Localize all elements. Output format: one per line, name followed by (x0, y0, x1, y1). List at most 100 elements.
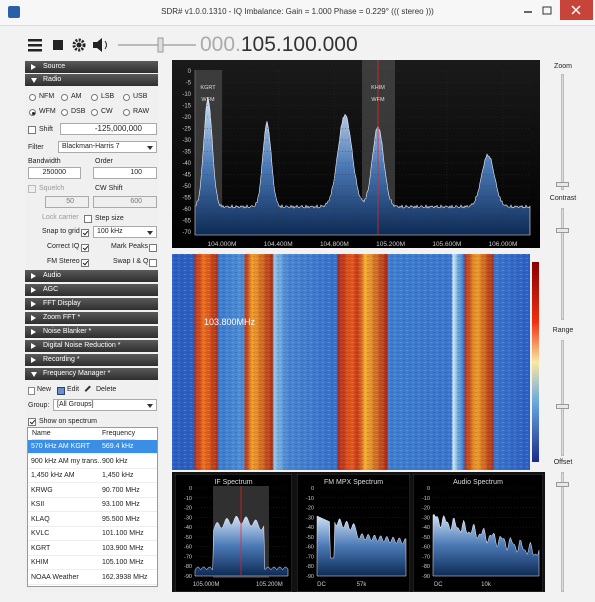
checkbox[interactable] (28, 185, 36, 193)
section-header[interactable]: FFT Display (25, 298, 158, 310)
delete-icon (85, 386, 95, 396)
section-header[interactable]: AGC (25, 284, 158, 296)
mode-radio[interactable] (61, 94, 68, 101)
y-tick-label: 0 (311, 486, 314, 492)
filter-dropdown[interactable]: Blackman-Harris 7 (58, 141, 157, 153)
table-cell[interactable]: 162.3938 MHz (102, 573, 148, 583)
section-header[interactable]: Source (25, 61, 158, 73)
slider-track[interactable] (561, 74, 564, 190)
row-separator (28, 468, 157, 469)
step-size-dropdown[interactable]: 100 kHz (93, 226, 157, 238)
slider-track[interactable] (561, 472, 564, 592)
table-cell[interactable]: 105.100 MHz (102, 558, 144, 568)
y-tick-label: -30 (184, 515, 192, 521)
table-cell[interactable]: KGRT (31, 544, 50, 554)
section-header[interactable]: Recording * (25, 354, 158, 366)
checkbox[interactable] (149, 244, 157, 252)
table-cell[interactable]: 90.700 MHz (102, 486, 140, 496)
checkbox[interactable] (84, 215, 92, 223)
slider-thumb[interactable] (556, 404, 569, 409)
table-cell[interactable]: 95.500 MHz (102, 515, 140, 525)
table-cell[interactable]: NOAA Weather (31, 573, 79, 583)
y-tick-label: -30 (306, 515, 314, 521)
order-input[interactable]: 100 (93, 167, 157, 179)
checkbox-label: Squelch (39, 184, 64, 194)
y-tick-label: -70 (184, 554, 192, 560)
y-tick-label: -35 (182, 150, 191, 156)
slider-track[interactable] (561, 340, 564, 456)
mode-radio[interactable] (29, 94, 36, 101)
x-tick-label: 105.600M (432, 241, 461, 248)
mode-radio[interactable] (61, 109, 68, 116)
small-spectrum[interactable]: IF Spectrum0-10-20-30-40-50-60-70-80-901… (175, 474, 292, 592)
y-tick-label: -70 (182, 230, 191, 236)
checkbox[interactable] (81, 229, 89, 237)
y-tick-label: -25 (182, 127, 191, 133)
cw-shift-input[interactable]: 600 (93, 196, 157, 208)
table-cell[interactable]: 569.4 kHz (102, 442, 134, 452)
sdr-window: SDR# v1.0.0.1310 - IQ Imbalance: Gain = … (0, 0, 595, 602)
slider-thumb[interactable] (556, 182, 569, 187)
section-header[interactable]: Noise Blanker * (25, 326, 158, 338)
table-cell[interactable]: 93.100 MHz (102, 500, 140, 510)
squelch-input[interactable]: 50 (45, 196, 89, 208)
table-cell[interactable]: KHIM (31, 558, 49, 568)
small-spectrum[interactable]: FM MPX Spectrum0-10-20-30-40-50-60-70-80… (297, 474, 410, 592)
new-button[interactable]: New (37, 385, 51, 395)
section-header[interactable]: Zoom FFT * (25, 312, 158, 324)
table-cell[interactable]: 1,450 kHz (102, 471, 134, 481)
table-cell[interactable]: KLAQ (31, 515, 50, 525)
mode-radio[interactable] (91, 109, 98, 116)
y-tick-label: -30 (182, 138, 191, 144)
small-spectrum[interactable]: Audio Spectrum0-10-20-30-40-50-60-70-80-… (413, 474, 543, 592)
table-cell[interactable]: 101.100 MHz (102, 529, 144, 539)
table-cell[interactable]: KVLC (31, 529, 49, 539)
checkbox[interactable] (149, 259, 157, 267)
slider-thumb[interactable] (556, 482, 569, 487)
x-tick-label: DC (317, 582, 326, 588)
section-title: Radio (43, 76, 61, 83)
waterfall: 103.800MHz (172, 254, 545, 470)
group-dropdown[interactable]: [All Groups] (53, 399, 157, 411)
mode-radio[interactable] (123, 94, 130, 101)
mode-radio[interactable] (123, 109, 130, 116)
slider-track[interactable] (561, 208, 564, 320)
table-cell[interactable]: 103.900 MHz (102, 544, 144, 554)
table-cell[interactable]: 900 kHz (102, 457, 128, 467)
checkbox[interactable] (81, 244, 89, 252)
section-header[interactable]: Frequency Manager * (25, 368, 158, 380)
shift-input[interactable]: -125,000,000 (60, 123, 157, 135)
y-tick-label: -65 (182, 219, 191, 225)
y-tick-label: -45 (182, 173, 191, 179)
row-separator (28, 482, 157, 483)
edit-button[interactable]: Edit (67, 385, 79, 395)
table-cell[interactable]: 570 kHz AM KGRT (31, 442, 90, 452)
table-cell[interactable]: KRWG (31, 486, 53, 496)
frequency-prefix: 000. (200, 33, 241, 56)
mode-label: AM (71, 92, 82, 102)
window-buttons[interactable] (518, 0, 595, 22)
section-header[interactable]: Digital Noise Reduction * (25, 340, 158, 352)
slider-thumb[interactable] (556, 228, 569, 233)
row-separator (28, 569, 157, 570)
bandwidth-input[interactable]: 250000 (28, 167, 81, 179)
toolbar-icons[interactable] (26, 34, 206, 56)
correct-iq-label: Correct IQ (47, 242, 79, 252)
mode-radio[interactable] (91, 94, 98, 101)
mode-radio[interactable] (29, 109, 36, 116)
section-header[interactable]: Audio (25, 270, 158, 282)
checkbox[interactable] (81, 259, 89, 267)
table-cell[interactable]: KSII (31, 500, 44, 510)
frequency-display[interactable]: 000.105.100.000 (200, 33, 358, 57)
table-cell[interactable]: 900 kHz AM my trans... (31, 457, 101, 467)
section-header[interactable]: Radio (25, 74, 158, 86)
delete-button[interactable]: Delete (96, 385, 116, 395)
table-cell[interactable]: 1,450 kHz AM (31, 471, 75, 481)
control-label: Offset (545, 458, 581, 468)
spectrum-panel[interactable]: 0-5-10-15-20-25-30-35-40-45-50-55-60-65-… (172, 60, 540, 248)
marker-name: KHIM (371, 85, 385, 91)
checkbox[interactable] (28, 126, 36, 134)
checkbox[interactable] (28, 418, 36, 426)
